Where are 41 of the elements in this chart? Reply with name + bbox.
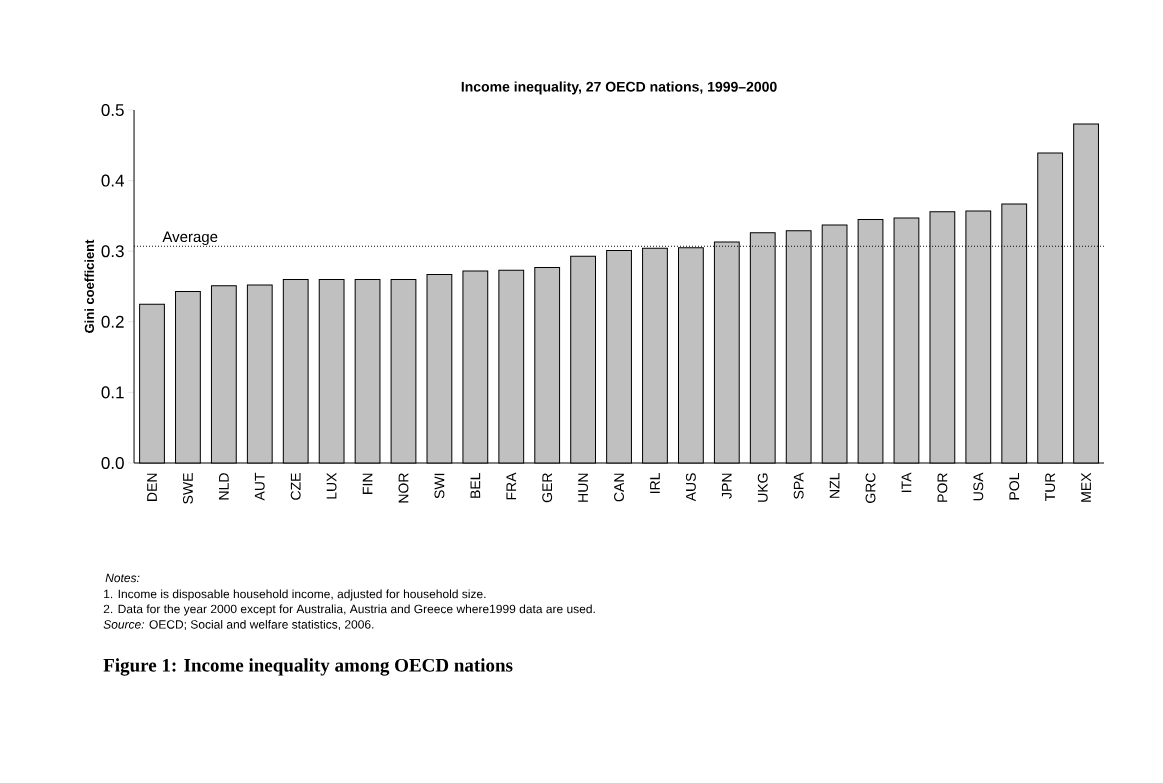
x-tick-label: FRA (506, 472, 517, 500)
text: 1. Income is disposable household income, adjusted for household size. (104, 589, 486, 601)
x-tick-label: GRC (865, 473, 876, 503)
x-tick-label: IRL (650, 472, 660, 494)
y-tick-label: 0.1 (101, 386, 124, 399)
x-tick-label: AUT (254, 472, 265, 501)
text: Source: OECD; Social and welfare statistics, 2006. (103, 619, 374, 631)
y-tick-label: 0.5 (101, 103, 124, 117)
x-tick-label: SWI (434, 473, 445, 499)
x-tick-label: BEL (470, 472, 481, 498)
ref-line-label: Average (162, 231, 218, 246)
x-tick-label: CAN (614, 473, 624, 502)
x-tick-label: ITA (901, 472, 912, 492)
x-tick-label: TUR (1045, 473, 1056, 501)
y-axis-title: Gini coefficient (84, 239, 95, 333)
x-tick-label: LUX (326, 472, 337, 499)
x-tick-label: SPA (793, 472, 804, 499)
x-tick-label: SWE (182, 473, 193, 504)
x-tick-label: GER (542, 473, 553, 503)
x-tick-label: POL (1009, 472, 1020, 500)
x-tick-label: FIN (362, 473, 373, 494)
x-tick-label: POR (937, 473, 948, 502)
x-tick-label: MEX (1081, 472, 1091, 502)
chart-title: Income inequality, 27 OECD nations, 1999–2000 (461, 81, 777, 95)
x-tick-label: DEN (147, 473, 157, 501)
x-tick-label: NLD (219, 473, 229, 500)
x-tick-label: CZE (290, 473, 301, 500)
caption: Figure 1: Income inequality among OECD nations (103, 658, 513, 676)
text: Notes: (105, 573, 140, 583)
y-tick-label: 0.2 (101, 315, 124, 328)
x-tick-label: JPN (721, 473, 732, 499)
text: 2. Data for the year 2000 except for Australia, Austria and Greece where1999 data are used. (103, 604, 595, 616)
y-tick-label: 0.0 (101, 456, 124, 470)
x-tick-label: UKG (757, 473, 768, 502)
x-tick-label: NOR (398, 473, 409, 503)
x-tick-label: USA (973, 472, 984, 501)
y-tick-label: 0.4 (101, 174, 125, 187)
x-tick-label: HUN (578, 473, 588, 502)
x-tick-label: AUS (685, 473, 696, 502)
y-tick-label: 0.3 (101, 245, 124, 258)
x-tick-label: NZL (829, 472, 840, 498)
